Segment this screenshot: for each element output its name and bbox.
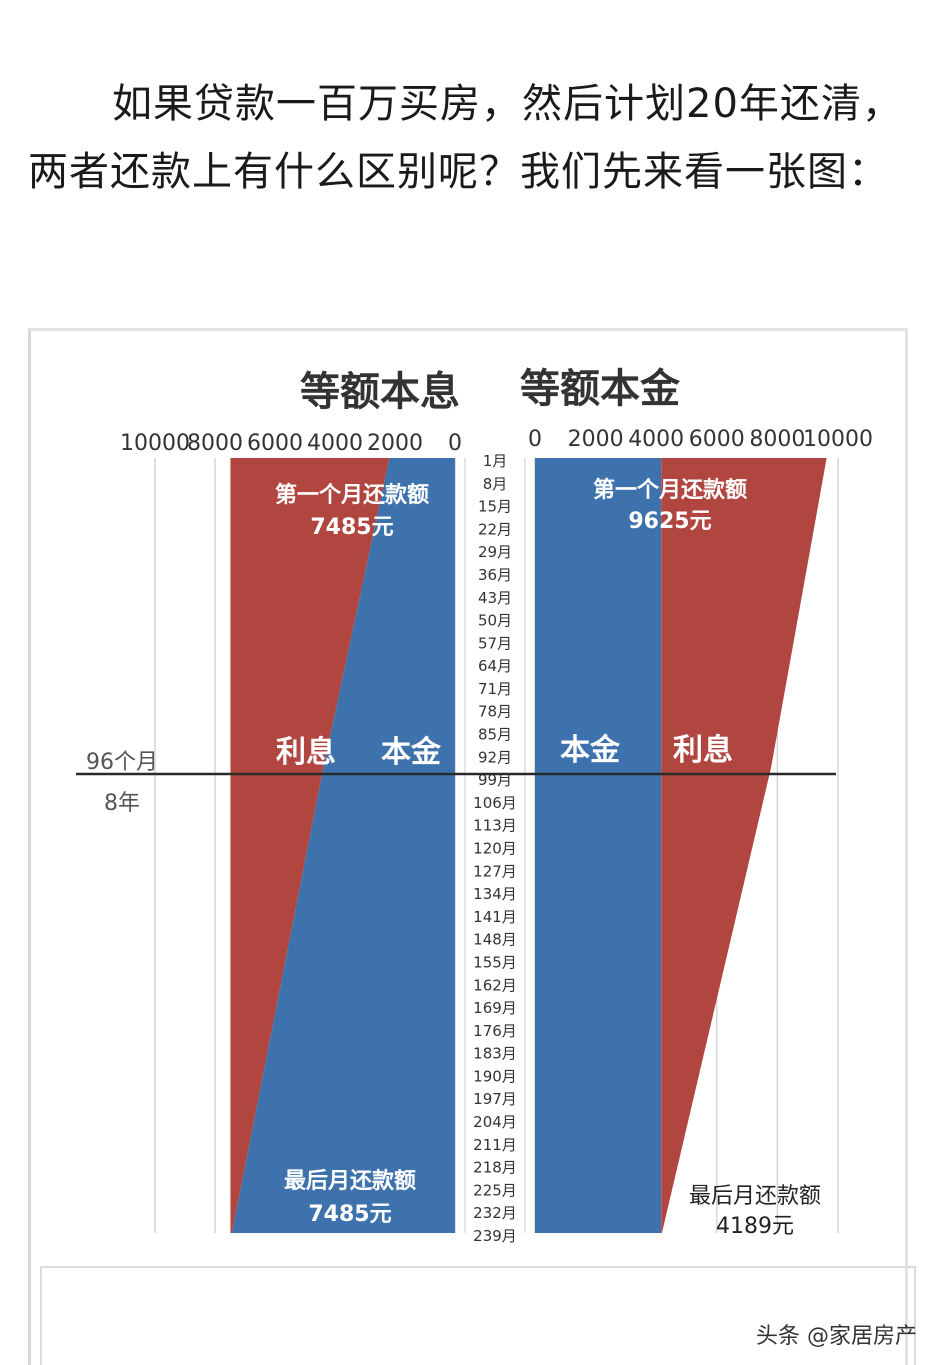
left-bottom-annotation-line2: 7485元 [308,1202,391,1227]
month-label: 176月 [473,1022,517,1040]
right-bottom-annotation-line1: 最后月还款额 [689,1184,821,1209]
month-label: 92月 [478,748,512,766]
left-bottom-annotation-line1: 最后月还款额 [284,1168,416,1194]
month-label: 218月 [473,1159,517,1177]
month-label: 71月 [478,680,512,698]
left-principal-area [231,458,455,1233]
left-x-tick: 0 [448,431,462,456]
marker-label-years: 8年 [104,791,140,816]
right-chart-title: 等额本金 [520,366,681,412]
right-x-tick: 6000 [689,427,745,452]
left-interest-label: 利息 [276,735,336,770]
left-x-tick: 10000 [120,431,190,456]
month-label: 134月 [473,885,517,903]
month-label: 85月 [478,726,512,744]
month-label: 106月 [473,794,517,812]
month-label: 162月 [473,976,517,994]
left-chart-title: 等额本息 [300,369,460,415]
month-label: 1月 [483,452,508,470]
month-label: 239月 [473,1227,517,1245]
left-x-tick: 2000 [367,431,423,456]
month-label: 141月 [473,908,517,926]
month-label: 50月 [478,612,512,630]
right-x-tick: 2000 [568,427,624,452]
right-principal-area [535,458,662,1233]
month-label: 169月 [473,999,517,1017]
left-top-annotation-line2: 7485元 [310,515,393,540]
month-label: 204月 [473,1113,517,1131]
watermark: 头条 @家居房产 [756,1324,917,1349]
footer-box [40,1266,916,1365]
chart-frame [28,328,908,1365]
month-label: 211月 [473,1136,517,1154]
right-top-annotation-line2: 9625元 [628,509,711,534]
left-x-tick: 8000 [187,431,243,456]
right-x-tick: 8000 [749,427,805,452]
left-top-annotation-line1: 第一个月还款额 [275,482,429,508]
marker-label-months: 96个月 [86,750,158,775]
month-label: 78月 [478,703,512,721]
left-x-tick: 6000 [247,431,303,456]
intro-paragraph: 如果贷款一百万买房，然后计划20年还清，两者还款上有什么区别呢？我们先来看一张图… [28,81,903,195]
month-label: 22月 [478,520,512,538]
month-label: 113月 [473,817,517,835]
right-x-tick: 0 [528,427,542,452]
right-x-tick: 10000 [803,427,873,452]
left-interest-area [230,458,390,1233]
right-top-annotation-line1: 第一个月还款额 [593,477,747,503]
left-x-tick: 4000 [307,431,363,456]
month-label: 120月 [473,840,517,858]
right-bottom-annotation-line2: 4189元 [716,1214,794,1239]
month-label: 15月 [478,498,512,516]
month-label: 29月 [478,543,512,561]
month-label: 127月 [473,862,517,880]
month-label: 64月 [478,657,512,675]
month-label: 148月 [473,931,517,949]
month-label: 36月 [478,566,512,584]
month-label: 155月 [473,953,517,971]
month-label: 8月 [483,475,508,493]
month-label: 197月 [473,1090,517,1108]
month-label: 43月 [478,589,512,607]
right-x-tick: 4000 [628,427,684,452]
month-label: 99月 [478,771,512,789]
month-label: 225月 [473,1181,517,1199]
right-interest-area [661,458,827,1233]
right-interest-label: 利息 [673,733,733,768]
month-label: 57月 [478,634,512,652]
month-label: 183月 [473,1045,517,1063]
right-principal-label: 本金 [560,733,621,768]
month-label: 190月 [473,1067,517,1085]
left-principal-label: 本金 [381,735,442,770]
month-label: 232月 [473,1204,517,1222]
